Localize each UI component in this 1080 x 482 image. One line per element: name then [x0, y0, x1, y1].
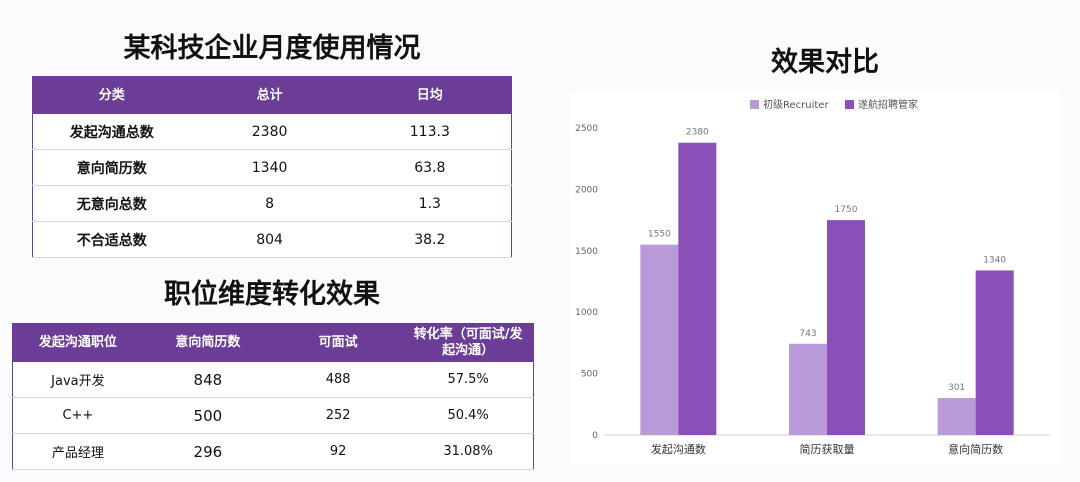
conversion-cell-resumes: 500 — [142, 397, 273, 434]
usage-header-total: 总计 — [190, 76, 349, 114]
conversion-cell-position: Java开发 — [12, 362, 143, 398]
data-label: 1340 — [983, 255, 1006, 265]
usage-header-daily: 日均 — [348, 76, 512, 114]
bar — [789, 343, 827, 435]
usage-cell-category: 意向简历数 — [32, 149, 191, 186]
data-label: 301 — [948, 383, 965, 393]
y-tick-label: 500 — [581, 370, 598, 380]
x-tick-label: 简历获取量 — [800, 442, 855, 456]
conversion-title: 职位维度转化效果 — [164, 279, 380, 310]
usage-cell-daily: 38.2 — [348, 221, 512, 258]
conversion-cell-rate: 31.08% — [403, 433, 534, 470]
table-row: 发起沟通总数 2380 113.3 — [32, 114, 512, 150]
legend-swatch — [845, 100, 854, 109]
x-tick-label: 意向简历数 — [948, 442, 1003, 456]
table-row: 无意向总数 8 1.3 — [32, 185, 512, 222]
conversion-cell-rate: 57.5% — [403, 362, 534, 398]
conversion-header-rate: 转化率（可面试/发起沟通） — [403, 323, 534, 362]
y-tick-label: 2500 — [575, 124, 598, 134]
usage-cell-total: 8 — [190, 185, 349, 222]
data-label: 2380 — [686, 128, 709, 138]
conversion-cell-interviewable: 252 — [273, 397, 404, 434]
bar — [937, 398, 976, 435]
legend-label: 初级Recruiter — [763, 98, 829, 111]
bar — [827, 220, 865, 435]
conversion-cell-rate: 50.4% — [403, 397, 534, 434]
usage-cell-total: 804 — [190, 221, 349, 258]
legend-swatch — [750, 100, 759, 109]
conversion-table: 发起沟通职位 意向简历数 可面试 转化率（可面试/发起沟通） Java开发 84… — [12, 323, 534, 470]
data-label: 743 — [799, 329, 816, 339]
usage-cell-daily: 113.3 — [348, 114, 512, 150]
usage-table: 分类 总计 日均 发起沟通总数 2380 113.3 意向简历数 1340 63… — [32, 76, 512, 258]
usage-title: 某科技企业月度使用情况 — [123, 33, 421, 64]
table-row: Java开发 848 488 57.5% — [12, 362, 534, 398]
conversion-header-row: 发起沟通职位 意向简历数 可面试 转化率（可面试/发起沟通） — [12, 323, 534, 362]
legend-label: 遂航招聘管家 — [858, 98, 918, 111]
conversion-header-interviewable: 可面试 — [273, 323, 404, 362]
conversion-cell-position: 产品经理 — [12, 433, 143, 470]
y-tick-label: 1000 — [575, 308, 598, 318]
bar-chart: 0 500 1000 1500 2000 2500 1550 2380 发起沟通数 743 1750… — [575, 98, 1050, 456]
usage-header-row: 分类 总计 日均 — [32, 76, 512, 114]
usage-cell-total: 2380 — [190, 114, 349, 150]
conversion-cell-resumes: 296 — [142, 433, 273, 470]
bar — [678, 142, 717, 435]
x-tick-label: 发起沟通数 — [651, 442, 706, 456]
conversion-cell-resumes: 848 — [142, 362, 273, 398]
conversion-cell-interviewable: 488 — [273, 362, 404, 398]
usage-header-category: 分类 — [32, 76, 191, 114]
table-row: 产品经理 296 92 31.08% — [12, 433, 534, 470]
chart-title: 效果对比 — [771, 47, 879, 78]
usage-cell-category: 发起沟通总数 — [32, 114, 191, 150]
y-tick-label: 0 — [592, 431, 598, 441]
usage-cell-daily: 1.3 — [348, 185, 512, 222]
data-label: 1550 — [648, 230, 671, 240]
conversion-cell-interviewable: 92 — [273, 433, 404, 470]
bar — [640, 244, 679, 435]
conversion-header-resumes: 意向简历数 — [142, 323, 273, 362]
usage-cell-category: 无意向总数 — [32, 185, 191, 222]
conversion-cell-position: C++ — [12, 397, 143, 434]
y-tick-label: 2000 — [575, 185, 598, 195]
table-row: 不合适总数 804 38.2 — [32, 221, 512, 258]
conversion-header-position: 发起沟通职位 — [12, 323, 143, 362]
bar — [975, 270, 1014, 435]
chart-panel: 0 500 1000 1500 2000 2500 1550 2380 发起沟通数 743 1750… — [570, 92, 1060, 464]
data-label: 1750 — [835, 205, 858, 215]
y-tick-label: 1500 — [575, 247, 598, 257]
usage-cell-daily: 63.8 — [348, 149, 512, 186]
usage-cell-total: 1340 — [190, 149, 349, 186]
table-row: C++ 500 252 50.4% — [12, 397, 534, 434]
table-row: 意向简历数 1340 63.8 — [32, 149, 512, 186]
usage-cell-category: 不合适总数 — [32, 221, 191, 258]
